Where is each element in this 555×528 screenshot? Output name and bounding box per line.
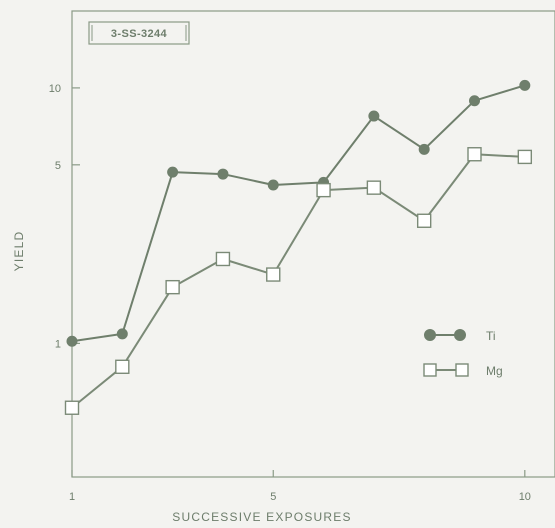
data-point-ti-4 (217, 168, 229, 180)
data-point-mg-7 (366, 180, 382, 195)
x-tick-label-10: 10 (519, 491, 531, 503)
legend-mg-label: Mg (486, 364, 503, 378)
legend-ti-marker-left (424, 329, 436, 341)
data-point-mg-8 (416, 213, 432, 228)
data-point-ti-2 (116, 328, 128, 340)
data-point-mg-1 (64, 400, 80, 415)
y-axis-title: YIELD (12, 231, 26, 272)
data-point-mg-10 (517, 149, 533, 165)
y-tick-label-1: 1 (55, 338, 61, 350)
legend: Ti Mg (423, 329, 503, 378)
x-tick-label-5: 5 (270, 491, 276, 503)
series-points-mg (64, 147, 533, 415)
data-point-ti-1 (66, 335, 78, 347)
legend-ti-marker-right (454, 329, 466, 341)
series-points-ti (66, 79, 531, 347)
data-point-ti-9 (469, 95, 480, 107)
y-tick-label-10: 10 (49, 83, 61, 95)
series-line-ti (71, 84, 526, 343)
legend-ti-label: Ti (486, 329, 496, 343)
series-line-mg (71, 153, 526, 409)
figure-id-label: 3-SS-3244 (111, 28, 168, 40)
data-point-mg-2 (115, 359, 130, 374)
legend-mg-marker-right (455, 363, 469, 377)
data-point-ti-3 (167, 166, 179, 178)
data-point-ti-7 (368, 110, 380, 122)
y-tick-label-5: 5 (55, 160, 61, 172)
figure-id-box (88, 21, 190, 45)
series-layer (64, 79, 533, 415)
data-point-ti-10 (519, 79, 531, 91)
data-point-ti-5 (267, 179, 279, 191)
x-axis-title: SUCCESSIVE EXPOSURES (172, 510, 351, 524)
plot-frame (71, 10, 555, 478)
data-point-mg-6 (316, 182, 331, 198)
data-point-mg-4 (215, 251, 231, 267)
x-axis-ticks: 1 5 10 (69, 470, 531, 503)
data-point-mg-3 (165, 279, 180, 295)
data-point-mg-5 (266, 267, 281, 282)
legend-mg-marker-left (423, 363, 437, 377)
data-point-ti-8 (418, 143, 430, 155)
x-tick-label-1: 1 (69, 491, 75, 503)
data-point-mg-9 (467, 147, 482, 162)
